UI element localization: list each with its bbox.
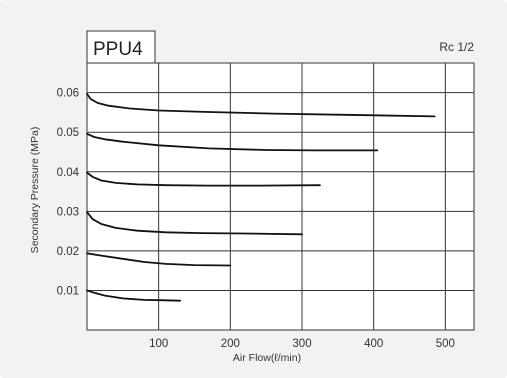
y-tick-label: 0.04	[57, 167, 80, 179]
x-tick-label: 100	[149, 338, 168, 350]
series-line-2	[86, 252, 232, 267]
x-tick-label: 500	[436, 338, 455, 350]
y-tick-label: 0.02	[57, 246, 79, 258]
y-tick-label: 0.01	[57, 285, 79, 297]
series-line-4	[86, 171, 321, 187]
series-line-1	[86, 289, 182, 302]
grid-lines	[87, 63, 474, 330]
x-tick-label: 200	[221, 338, 240, 350]
series-line-5	[86, 132, 379, 152]
chart-subtitle: Rc 1/2	[439, 40, 474, 54]
y-tick-label: 0.03	[57, 206, 79, 218]
x-tick-label: 400	[364, 338, 383, 350]
y-tick-label: 0.05	[57, 127, 79, 139]
x-tick-label: 300	[292, 338, 311, 350]
y-axis-title: Secondary Pressure (MPa)	[29, 127, 41, 254]
series-lines	[86, 93, 436, 302]
tick-labels: 100 200 300 400 500 0.01 0.02 0.03 0.04 0.05 0.06	[57, 88, 455, 350]
title-box	[86, 30, 156, 64]
chart-title: PPU4	[93, 39, 143, 60]
series-line-6	[86, 93, 436, 118]
x-axis-title: Air Flow(ℓ/min)	[233, 352, 301, 364]
plot-area	[86, 62, 475, 331]
series-line-3	[86, 211, 303, 236]
y-tick-label: 0.06	[57, 88, 79, 100]
